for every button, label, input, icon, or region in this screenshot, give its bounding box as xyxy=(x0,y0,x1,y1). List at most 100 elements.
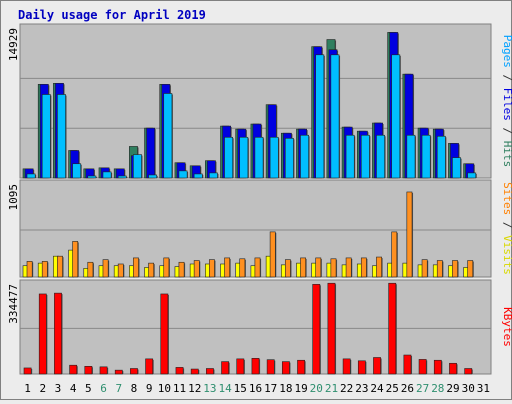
pages-bar-day-26 xyxy=(406,134,416,179)
sites-bar-day-22 xyxy=(345,257,352,278)
sites-bar-day-10 xyxy=(163,257,170,278)
side-label-part: / xyxy=(501,215,512,235)
kbytes-bar-day-16 xyxy=(251,358,260,375)
x-tick-label-10: 10 xyxy=(158,382,171,395)
kbytes-bar-day-17 xyxy=(266,359,275,375)
kbytes-bar-day-6 xyxy=(99,366,108,375)
sites-bar-day-21 xyxy=(330,258,337,278)
kbytes-max-label: 334477 xyxy=(7,284,20,324)
sites-bar-day-29 xyxy=(452,260,458,278)
pages-bar-day-13 xyxy=(209,172,218,179)
x-tick-label-9: 9 xyxy=(146,382,153,395)
side-label-part: Files xyxy=(501,88,512,121)
kbytes-bar-day-24 xyxy=(373,357,381,375)
sites-bar-day-4 xyxy=(72,241,79,278)
kbytes-bar-day-7 xyxy=(114,369,123,375)
sites-bar-day-27 xyxy=(421,259,428,278)
x-tick-label-15: 15 xyxy=(234,382,247,395)
x-tick-label-2: 2 xyxy=(39,382,46,395)
kbytes-bar-day-9 xyxy=(145,358,154,375)
pages-bar-day-29 xyxy=(452,157,461,179)
sites-bar-day-13 xyxy=(209,259,215,278)
pages-bar-day-6 xyxy=(102,171,112,179)
pages-bar-day-4 xyxy=(72,163,82,179)
kbytes-bar-day-10 xyxy=(160,293,169,375)
sites-bar-day-5 xyxy=(87,261,94,278)
hits-files-pages-max-label: 14929 xyxy=(7,28,20,61)
kbytes-bar-day-25 xyxy=(388,282,397,375)
sites-bar-day-18 xyxy=(284,259,291,278)
pages-bar-day-10 xyxy=(163,93,173,179)
pages-bar-day-30 xyxy=(467,172,477,179)
x-tick-label-30: 30 xyxy=(462,382,475,395)
pages-bar-day-23 xyxy=(360,134,370,179)
x-tick-label-19: 19 xyxy=(294,382,307,395)
pages-bar-day-19 xyxy=(300,134,309,179)
pages-bar-day-28 xyxy=(436,135,446,179)
x-tick-label-12: 12 xyxy=(188,382,201,395)
sites-bar-day-19 xyxy=(300,257,306,278)
x-tick-label-24: 24 xyxy=(370,382,384,395)
sites-bar-day-2 xyxy=(41,261,48,278)
pages-bar-day-22 xyxy=(345,134,355,179)
x-tick-label-21: 21 xyxy=(325,382,338,395)
side-label-part: Visits xyxy=(501,235,512,275)
sites-bar-day-25 xyxy=(391,231,398,278)
sites-bar-day-24 xyxy=(376,256,382,278)
pages-bar-day-20 xyxy=(315,54,325,179)
pages-bar-day-3 xyxy=(57,94,66,179)
sites-bar-day-30 xyxy=(467,260,474,278)
x-tick-label-5: 5 xyxy=(85,382,92,395)
side-label-part: Pages xyxy=(501,35,512,68)
x-tick-label-28: 28 xyxy=(431,382,444,395)
x-tick-label-18: 18 xyxy=(279,382,292,395)
sites-bar-day-11 xyxy=(178,261,185,278)
sites-bar-day-15 xyxy=(239,258,246,278)
kbytes-bar-day-8 xyxy=(130,368,138,375)
sites-bar-day-16 xyxy=(254,257,261,278)
files-bar-day-9 xyxy=(146,127,156,179)
kbytes-bar-day-21 xyxy=(327,282,336,375)
sites-bar-day-17 xyxy=(269,231,276,278)
x-tick-label-7: 7 xyxy=(115,382,122,395)
kbytes-bar-day-15 xyxy=(236,358,245,375)
x-tick-label-22: 22 xyxy=(340,382,353,395)
sites-bar-day-6 xyxy=(102,259,109,278)
kbytes-bar-day-29 xyxy=(449,362,457,375)
x-tick-label-1: 1 xyxy=(24,382,31,395)
sites-bar-day-26 xyxy=(406,191,413,278)
x-tick-label-17: 17 xyxy=(264,382,277,395)
side-label-part: Sites xyxy=(501,182,512,215)
kbytes-bar-day-4 xyxy=(69,364,78,375)
x-tick-label-14: 14 xyxy=(218,382,232,395)
hits-files-pages-side-label: Pages / Files / Hits xyxy=(501,35,512,168)
x-tick-label-13: 13 xyxy=(203,382,216,395)
sites-bar-day-8 xyxy=(133,257,139,278)
chart-title: Daily usage for April 2019 xyxy=(18,8,206,22)
kbytes-bar-day-20 xyxy=(312,284,321,375)
kbytes-bar-day-19 xyxy=(297,359,305,375)
kbytes-bar-day-18 xyxy=(281,361,290,375)
x-tick-label-26: 26 xyxy=(401,382,414,395)
side-label-part: KBytes xyxy=(501,307,512,347)
pages-bar-day-17 xyxy=(269,136,279,179)
sites-bar-day-28 xyxy=(436,260,443,278)
kbytes-bar-day-28 xyxy=(433,359,442,375)
x-tick-label-8: 8 xyxy=(131,382,138,395)
pages-bar-day-11 xyxy=(178,170,188,179)
pages-bar-day-24 xyxy=(376,134,385,179)
x-tick-label-25: 25 xyxy=(386,382,399,395)
visits-sites-side-label: Sites / Visits xyxy=(501,182,512,275)
kbytes-bar-day-27 xyxy=(418,359,427,375)
x-tick-label-6: 6 xyxy=(100,382,107,395)
x-tick-label-23: 23 xyxy=(355,382,368,395)
x-tick-label-20: 20 xyxy=(310,382,323,395)
pages-bar-day-12 xyxy=(193,173,203,179)
kbytes-bar-day-22 xyxy=(342,358,351,375)
kbytes-bar-day-14 xyxy=(221,361,230,375)
sites-bar-day-14 xyxy=(224,257,231,278)
sites-bar-day-23 xyxy=(360,257,367,278)
kbytes-bar-day-30 xyxy=(464,368,473,375)
